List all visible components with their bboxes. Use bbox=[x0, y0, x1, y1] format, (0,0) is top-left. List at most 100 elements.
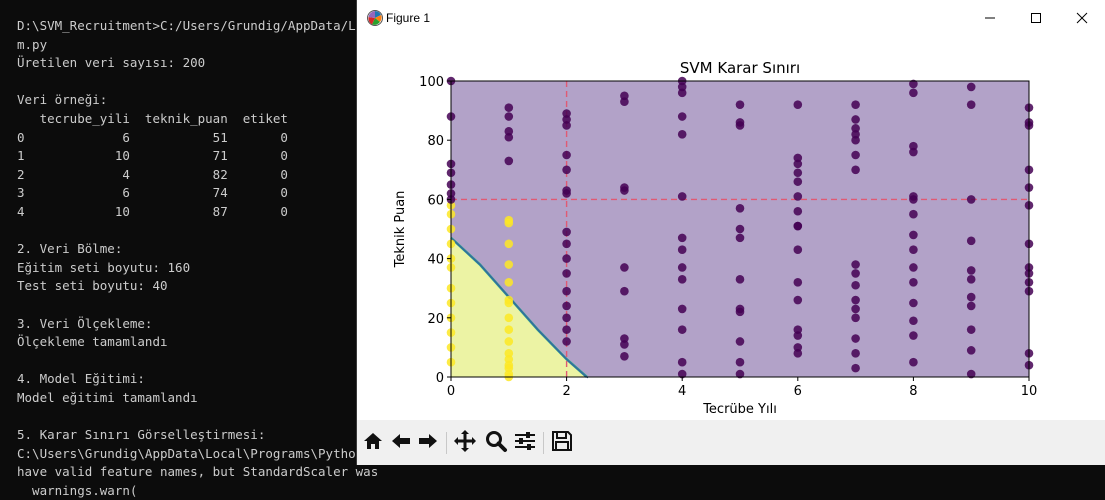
maximize-icon bbox=[1031, 12, 1041, 23]
figure-window[interactable]: Figure 1 0 2 4 6 8 10 0 20 40 60 80 100 SVM Karar Sı… bbox=[357, 0, 1105, 465]
data-point-class0 bbox=[735, 233, 745, 243]
data-point-class0 bbox=[851, 334, 860, 343]
data-point-class0 bbox=[562, 109, 571, 118]
data-point-class0 bbox=[851, 269, 860, 278]
data-point-class0 bbox=[562, 254, 571, 263]
data-point-class0 bbox=[909, 141, 918, 151]
data-point-class1 bbox=[504, 313, 514, 323]
data-point-class0 bbox=[677, 369, 687, 379]
data-point-class0 bbox=[562, 150, 571, 160]
data-point-class0 bbox=[966, 325, 976, 334]
data-point-class0 bbox=[735, 121, 745, 130]
data-point-class0 bbox=[793, 177, 803, 186]
data-point-class0 bbox=[966, 292, 976, 302]
data-point-class0 bbox=[966, 369, 976, 379]
data-point-class0 bbox=[793, 331, 803, 340]
maximize-button[interactable] bbox=[1013, 0, 1059, 35]
data-point-class0 bbox=[677, 304, 687, 314]
data-point-class0 bbox=[851, 135, 860, 145]
data-point-class0 bbox=[793, 325, 803, 334]
data-point-class0 bbox=[620, 263, 629, 272]
save-button[interactable] bbox=[549, 428, 575, 454]
data-point-class0 bbox=[735, 275, 745, 284]
data-point-class0 bbox=[909, 195, 918, 204]
data-point-class0 bbox=[735, 357, 745, 367]
home-icon bbox=[364, 433, 382, 449]
data-point-class0 bbox=[620, 186, 629, 195]
data-point-class0 bbox=[909, 298, 918, 308]
title-bar[interactable]: Figure 1 bbox=[357, 0, 1105, 35]
data-point-class0 bbox=[909, 88, 918, 98]
data-point-class0 bbox=[966, 275, 976, 284]
data-point-class0 bbox=[735, 369, 745, 379]
close-button[interactable] bbox=[1059, 0, 1105, 35]
x-tick-label: 10 bbox=[1021, 384, 1038, 399]
pan-icon bbox=[454, 430, 476, 452]
data-point-class1 bbox=[504, 337, 514, 346]
zoom-icon bbox=[486, 431, 507, 452]
terminal-line bbox=[17, 73, 386, 92]
data-point-class0 bbox=[562, 121, 571, 130]
data-point-class0 bbox=[735, 100, 745, 109]
data-point-class1 bbox=[504, 363, 514, 373]
matplotlib-logo-icon bbox=[367, 10, 383, 26]
close-icon bbox=[1076, 12, 1088, 23]
terminal-line: Veri örneği: bbox=[17, 92, 108, 108]
x-tick-label: 2 bbox=[562, 384, 570, 399]
data-point-class0 bbox=[620, 351, 629, 361]
terminal-line: 4 10 87 0 bbox=[17, 203, 288, 219]
terminal-line: Üretilen veri sayısı: 200 bbox=[17, 55, 206, 71]
data-point-class0 bbox=[909, 263, 918, 272]
data-point-class0 bbox=[909, 245, 918, 255]
data-point-class0 bbox=[966, 236, 976, 246]
data-point-class0 bbox=[793, 295, 803, 305]
terminal-line: tecrube_yili teknik_puan etiket bbox=[17, 110, 288, 126]
terminal-line: D:\SVM_Recruitment>C:/Users/Grundig/AppD… bbox=[17, 18, 386, 33]
data-point-class1 bbox=[504, 277, 514, 287]
data-point-class0 bbox=[966, 301, 976, 311]
data-point-class0 bbox=[735, 224, 745, 234]
home-button[interactable] bbox=[360, 428, 386, 454]
pan-button[interactable] bbox=[452, 428, 478, 454]
configure-subplots-icon bbox=[515, 432, 535, 450]
back-button[interactable] bbox=[388, 428, 414, 454]
y-tick-label: 60 bbox=[427, 193, 444, 208]
data-point-class0 bbox=[735, 337, 745, 346]
toolbar-separator bbox=[446, 432, 447, 454]
data-point-class0 bbox=[793, 221, 803, 231]
toolbar-separator bbox=[543, 432, 544, 454]
data-point-class0 bbox=[677, 82, 687, 92]
forward-button[interactable] bbox=[415, 428, 441, 454]
terminal-line: 2 4 82 0 bbox=[17, 166, 288, 182]
terminal-line: 4. Model Eğitimi: bbox=[17, 371, 145, 387]
terminal-line: 2. Veri Bölme: bbox=[17, 241, 123, 257]
data-point-class1 bbox=[504, 239, 514, 249]
forward-arrow-icon bbox=[419, 434, 437, 448]
terminal-line: Eğitim seti boyutu: 160 bbox=[17, 259, 191, 275]
data-point-class0 bbox=[677, 325, 687, 334]
data-point-class0 bbox=[851, 150, 860, 160]
data-point-class0 bbox=[562, 115, 571, 124]
terminal-line: have valid feature names, but StandardSc… bbox=[17, 464, 379, 480]
terminal-line: Model eğitimi tamamlandı bbox=[17, 389, 198, 405]
data-point-class0 bbox=[562, 337, 571, 346]
terminal-line: 5. Karar Sınırı Görselleştirmesi: bbox=[17, 427, 266, 443]
terminal-line: C:\Users\Grundig\AppData\Local\Programs\… bbox=[17, 445, 386, 461]
configure-subplots-button[interactable] bbox=[512, 428, 538, 454]
data-point-class0 bbox=[909, 316, 918, 326]
terminal-line bbox=[17, 222, 386, 241]
zoom-button[interactable] bbox=[483, 428, 509, 454]
y-tick-label: 80 bbox=[427, 134, 444, 149]
data-point-class0 bbox=[677, 88, 687, 98]
data-point-class0 bbox=[562, 189, 571, 198]
data-point-class0 bbox=[851, 115, 860, 124]
x-tick-label: 0 bbox=[447, 384, 455, 399]
data-point-class1 bbox=[504, 298, 514, 308]
data-point-class0 bbox=[909, 230, 918, 240]
data-point-class0 bbox=[851, 280, 860, 290]
data-point-class0 bbox=[677, 275, 687, 284]
minimize-button[interactable] bbox=[967, 0, 1013, 35]
terminal-line: 0 6 51 0 bbox=[17, 129, 288, 145]
window-title: Figure 1 bbox=[386, 11, 431, 25]
